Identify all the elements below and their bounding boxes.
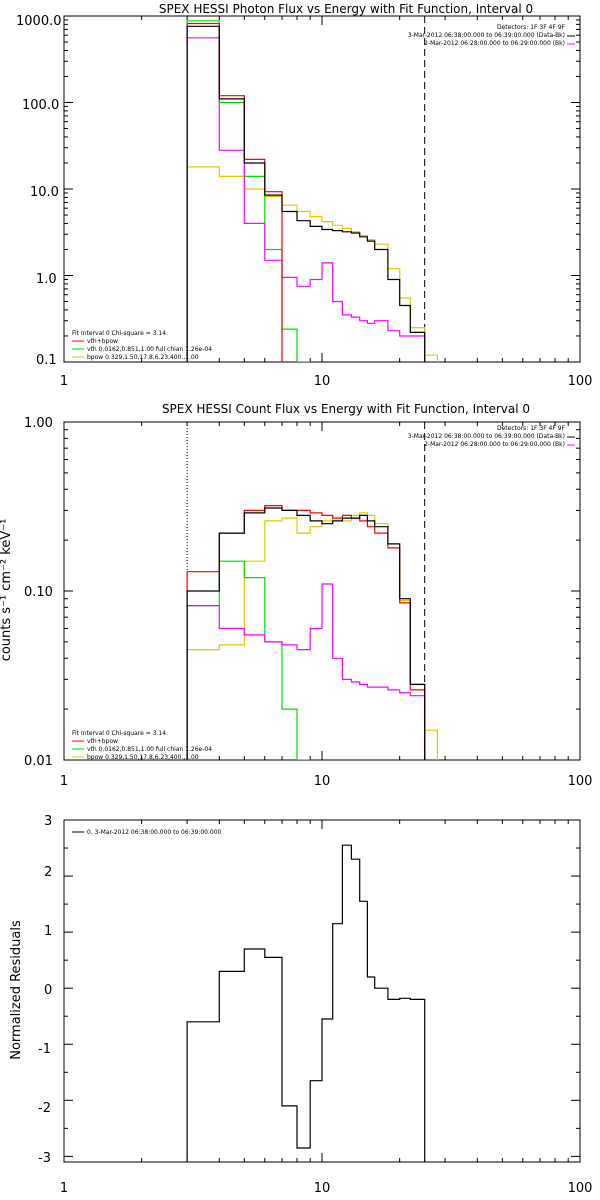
photon-series-data xyxy=(186,25,426,362)
residual-ytick-2: 2 xyxy=(44,865,52,880)
count-fit-legend-bpow: bpow 0.329,1.50,17.8,6.23,400.,1.00 xyxy=(87,754,199,761)
count-fit-legend-total: vth+bpow xyxy=(87,738,118,745)
photon-series-background xyxy=(186,37,426,362)
residual-xtick-100: 100 xyxy=(568,1181,593,1196)
count-xtick-100: 100 xyxy=(568,774,593,789)
residual-xtick-10: 10 xyxy=(314,1181,331,1196)
count-legend-data-interval: 3-Mar-2012 06:38:00.000 to 06:39:00.000 … xyxy=(408,433,565,440)
photon-xtick-10: 10 xyxy=(314,374,331,389)
photon-xtick-100: 100 xyxy=(568,374,593,389)
count-legend-detectors: Detectors: 1F 3F 4F 9F xyxy=(497,425,566,432)
photon-legend-data-interval: 3-Mar-2012 06:38:00.000 to 06:39:00.000 … xyxy=(408,32,565,39)
photon-flux-panel: SPEX HESSI Photon Flux vs Energy with Fi… xyxy=(16,2,592,389)
count-ytick-1: 1.00 xyxy=(24,416,53,431)
count-legend-bk-interval: 2-Mar-2012 06:28:00.000 to 06:29:00.000 … xyxy=(424,441,565,448)
photon-fit-legend-title: Fit Interval 0 Chi-square = 3.14 xyxy=(72,330,166,337)
photon-ytick-1: 1.0 xyxy=(36,272,57,287)
photon-series-vth xyxy=(186,20,311,362)
photon-legend-detectors: Detectors: 1F 3F 4F 9F xyxy=(497,24,566,31)
photon-fit-legend-vth: vth 0.0162,0.851,1.00 full chian 1.26e-0… xyxy=(87,346,212,353)
photon-ytick-1000: 1000.0 xyxy=(16,14,62,29)
residual-ytick-1: 1 xyxy=(44,924,52,939)
photon-fit-legend-total: vth+bpow xyxy=(87,338,118,345)
count-ytick-0-01: 0.01 xyxy=(24,754,53,769)
residual-ytick-3: 3 xyxy=(44,814,52,829)
count-series-background xyxy=(186,583,426,760)
photon-xtick-1: 1 xyxy=(60,374,68,389)
residual-ytick-minus-1: -1 xyxy=(38,1042,51,1057)
count-flux-title: SPEX HESSI Count Flux vs Energy with Fit… xyxy=(162,402,530,416)
count-fit-legend-title: Fit Interval 0 Chi-square = 3.14 xyxy=(72,730,166,737)
residual-ytick-minus-3: -3 xyxy=(38,1151,51,1166)
residual-xtick-1: 1 xyxy=(60,1181,68,1196)
photon-flux-title: SPEX HESSI Photon Flux vs Energy with Fi… xyxy=(159,2,533,16)
residual-ylabel: Normalized Residuals xyxy=(9,920,24,1060)
count-flux-panel: SPEX HESSI Count Flux vs Energy with Fit… xyxy=(0,402,592,789)
count-ylabel: counts s⁻¹ cm⁻² keV⁻¹ xyxy=(0,519,14,662)
count-xtick-10: 10 xyxy=(314,774,331,789)
photon-ytick-0-1: 0.1 xyxy=(36,353,57,368)
photon-fit-legend-bpow: bpow 0.329,1.50,17.8,6.23,400.,1.00 xyxy=(87,354,199,361)
photon-axes-frame xyxy=(63,15,581,363)
photon-legend-bk-interval: 2-Mar-2012 06:28:00.000 to 06:29:00.000 … xyxy=(424,40,565,47)
photon-ytick-10: 10.0 xyxy=(30,185,59,200)
residual-axes-frame xyxy=(63,819,581,1163)
residual-ytick-0: 0 xyxy=(44,983,52,998)
photon-ytick-100: 100.0 xyxy=(22,98,59,113)
residual-ytick-minus-2: -2 xyxy=(38,1101,51,1116)
residual-legend: 0. 3-Mar-2012 06:38:00.000 to 06:39:00.0… xyxy=(87,829,222,836)
residuals-panel: 0. 3-Mar-2012 06:38:00.000 to 06:39:00.0… xyxy=(9,814,592,1196)
count-series-data xyxy=(186,507,426,760)
count-ytick-0-1: 0.10 xyxy=(24,585,53,600)
count-xtick-1: 1 xyxy=(60,774,68,789)
count-fit-legend-vth: vth 0.0162,0.851,1.00 full chian 1.26e-0… xyxy=(87,746,212,753)
photon-series-total xyxy=(186,22,283,362)
residual-series-data xyxy=(186,844,426,1162)
